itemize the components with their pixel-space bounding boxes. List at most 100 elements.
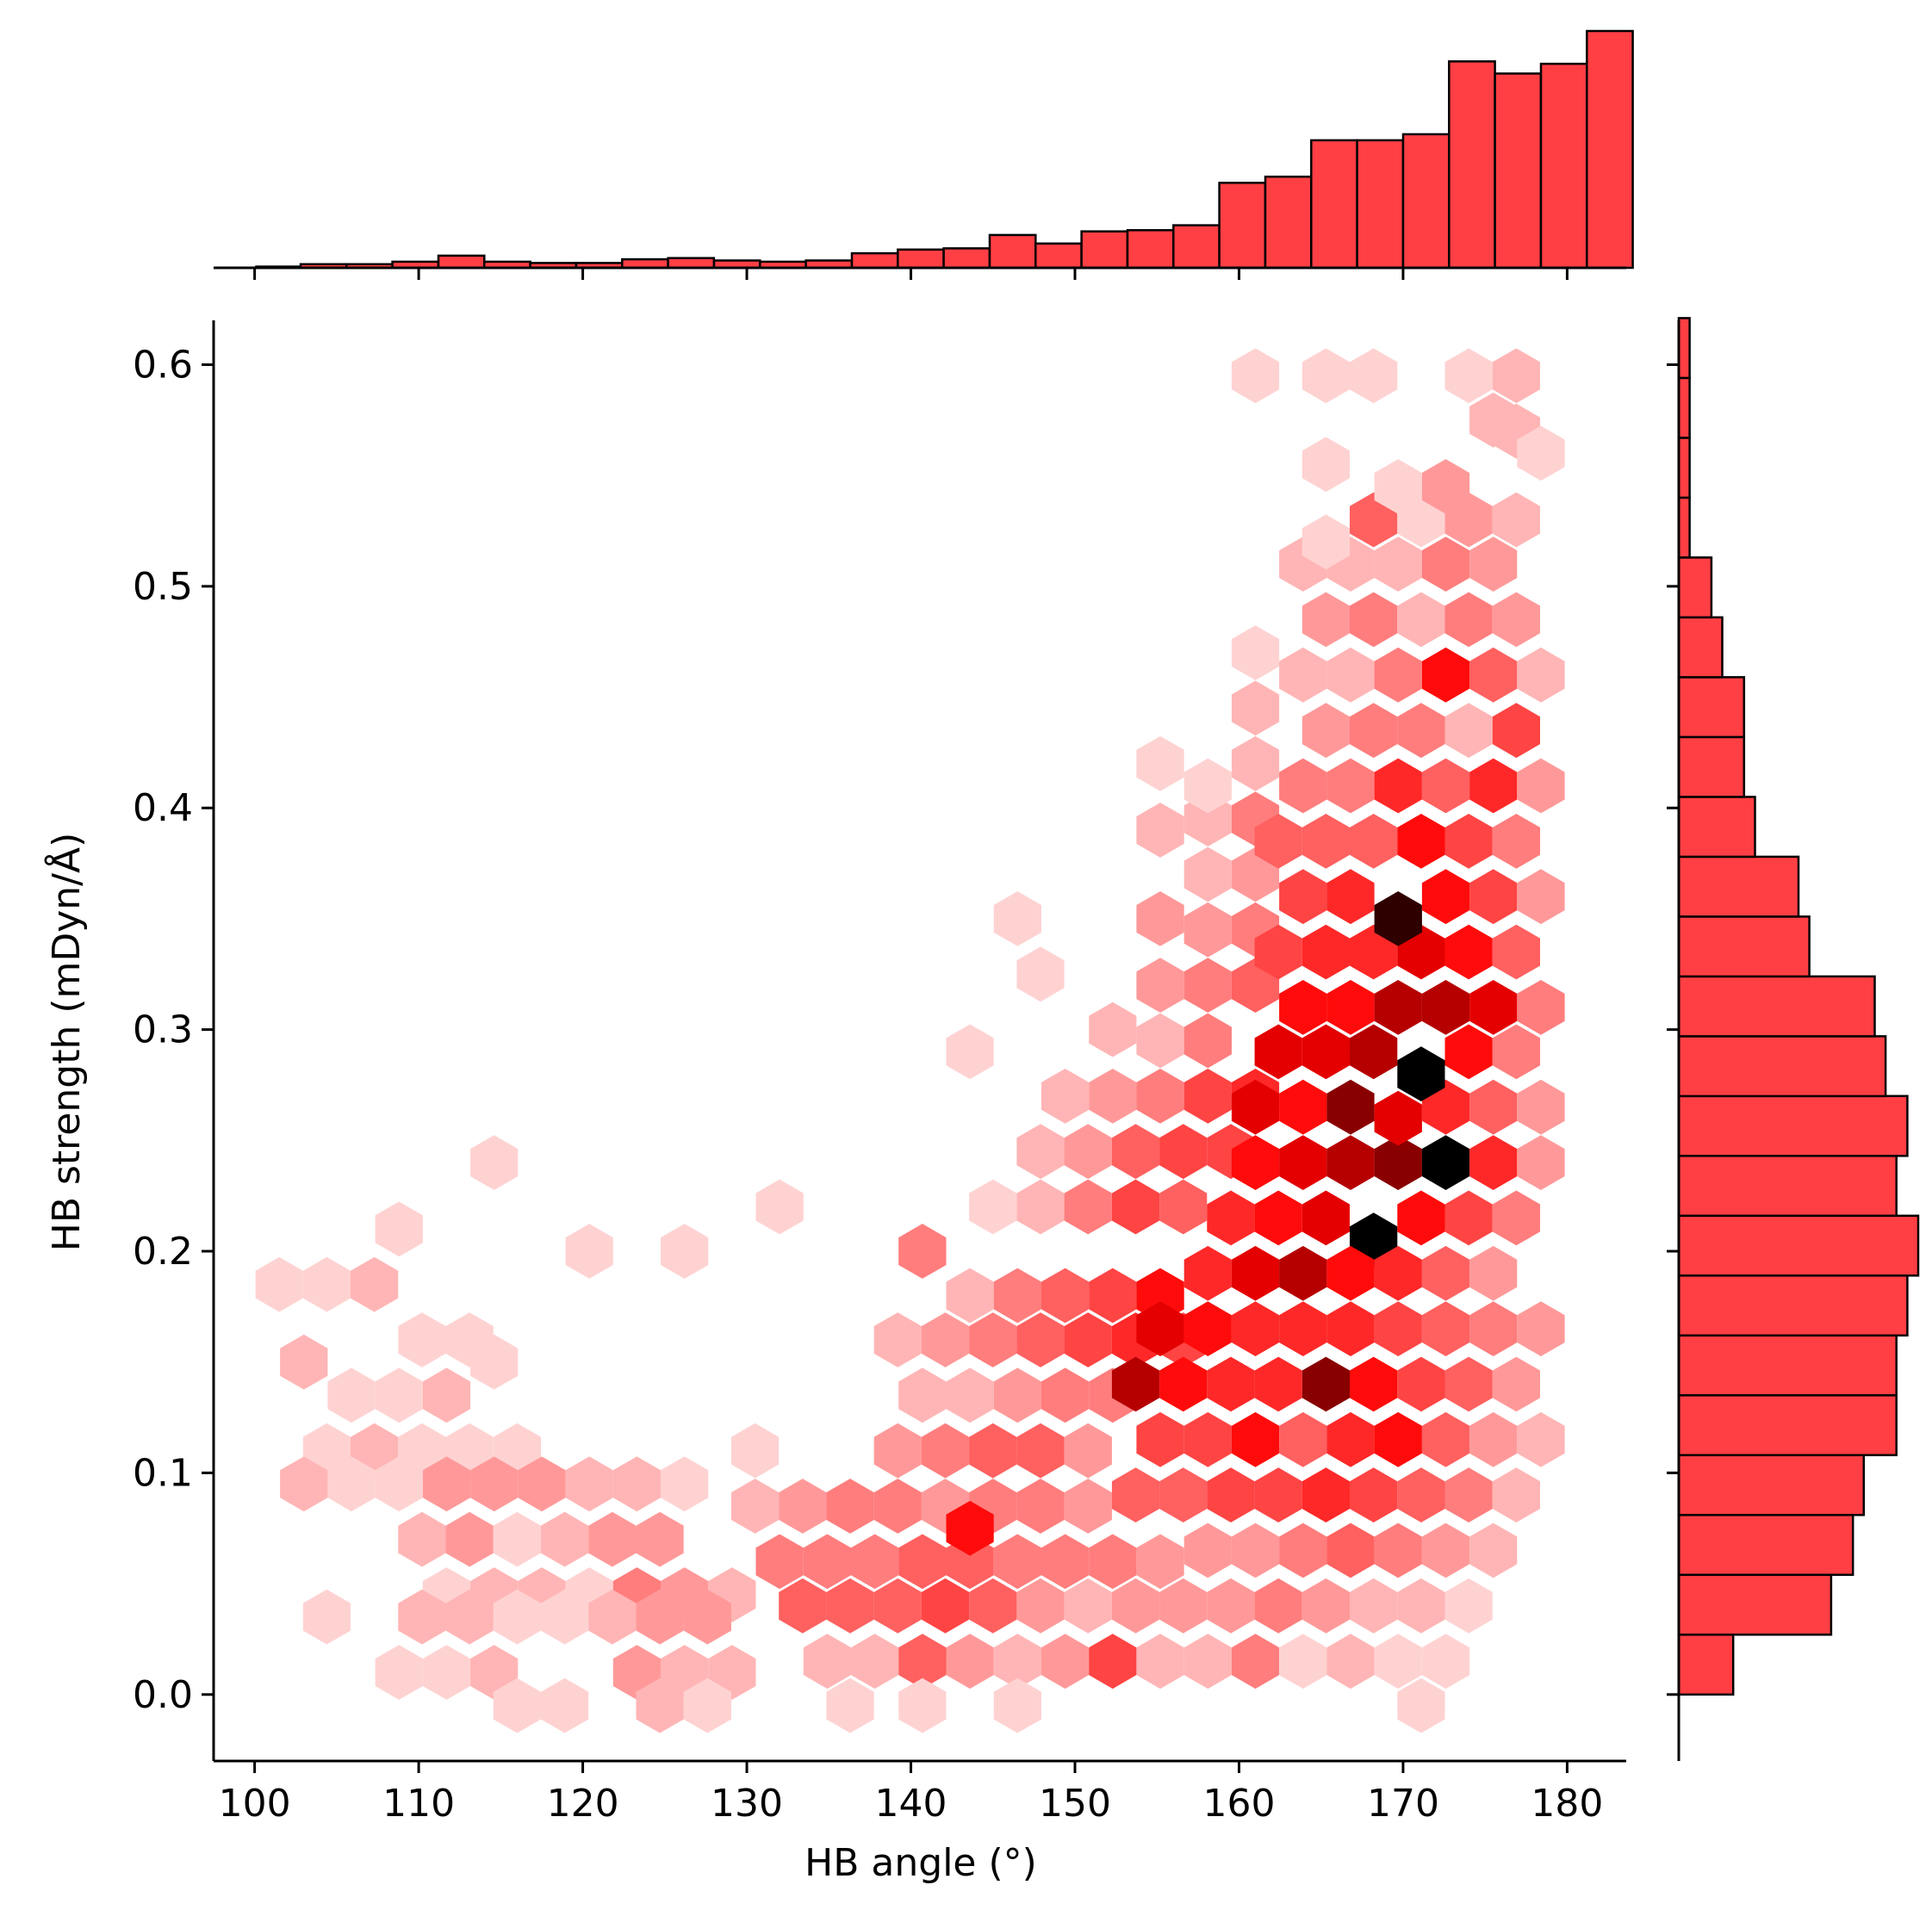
hexbin-cell bbox=[1397, 1046, 1445, 1101]
hexbin-cell bbox=[898, 1224, 947, 1279]
hexbin-cell bbox=[1279, 758, 1327, 814]
hexbin-cell bbox=[1469, 1522, 1518, 1578]
y-hist-bar bbox=[1677, 855, 1800, 918]
hexbin-cell bbox=[1421, 1135, 1470, 1190]
hexbin-cell bbox=[946, 1367, 994, 1423]
hexbin-cell bbox=[1469, 647, 1518, 703]
hexbin-cell bbox=[1326, 647, 1375, 703]
hexbin-cell bbox=[1183, 1013, 1232, 1069]
hexbin-cell bbox=[302, 1589, 351, 1645]
hexbin-cell bbox=[636, 1677, 684, 1733]
hexbin-cell bbox=[1136, 1301, 1184, 1356]
hexbin-cell bbox=[683, 1677, 731, 1733]
hexbin-cell bbox=[661, 1456, 709, 1512]
hexbin-cell bbox=[1159, 1578, 1208, 1634]
hexbin-cell bbox=[518, 1456, 566, 1512]
hexbin-cell bbox=[1231, 1079, 1280, 1135]
hexbin-cell bbox=[898, 1534, 947, 1590]
hexbin-cell bbox=[1421, 869, 1470, 925]
hexbin-cell bbox=[1421, 758, 1470, 814]
hexbin-cell bbox=[1159, 1356, 1208, 1412]
hexbin-cell bbox=[1326, 1079, 1375, 1135]
y-hist-bar bbox=[1677, 1334, 1898, 1397]
hexbin-cell bbox=[1159, 1179, 1208, 1235]
hexbin-cell bbox=[398, 1511, 446, 1567]
hexbin-cell bbox=[755, 1179, 804, 1235]
hexbin-cell bbox=[1279, 1634, 1327, 1690]
hexbin-cell bbox=[803, 1634, 851, 1690]
hexbin-cell bbox=[873, 1479, 922, 1534]
hexbin-cell bbox=[375, 1645, 423, 1700]
hexbin-cell bbox=[1326, 980, 1375, 1035]
hexbin-cell bbox=[1469, 980, 1518, 1035]
x-hist-bar bbox=[897, 248, 945, 270]
hexbin-cell bbox=[1301, 814, 1350, 869]
y-hist-bar bbox=[1677, 1394, 1898, 1457]
hexbin-cell bbox=[1326, 1245, 1375, 1301]
hexbin-cell bbox=[493, 1511, 541, 1567]
hexbin-cell bbox=[1111, 1578, 1160, 1634]
hexbin-cell bbox=[1183, 1634, 1232, 1690]
x-hist-bar bbox=[667, 257, 716, 270]
hexbin-cell bbox=[1301, 592, 1350, 648]
hexbin-cell bbox=[1444, 1190, 1493, 1246]
hexbin-cell bbox=[375, 1201, 423, 1257]
y-tick-label: 0.4 bbox=[133, 786, 193, 830]
x-hist-bar bbox=[437, 254, 486, 270]
hexbin-cell bbox=[993, 891, 1041, 946]
y-tick-label: 0.1 bbox=[133, 1451, 193, 1495]
y-tick-label: 0.6 bbox=[133, 343, 193, 387]
hexbin-cell bbox=[1444, 348, 1493, 404]
hexbin-cell bbox=[946, 1634, 994, 1690]
y-hist-bar bbox=[1677, 796, 1756, 859]
y-hist-bar bbox=[1677, 1454, 1866, 1516]
hexbin-cell bbox=[1111, 1179, 1160, 1235]
hexbin-cell bbox=[1231, 1135, 1280, 1190]
hexbin-cell bbox=[1016, 1312, 1065, 1367]
hexbin-cell bbox=[969, 1578, 1017, 1634]
x-hist-bar bbox=[1356, 139, 1405, 270]
hexbin-cell bbox=[422, 1645, 471, 1700]
hexbin-cell bbox=[946, 1268, 994, 1324]
x-axis-label: HB angle (°) bbox=[804, 1841, 1037, 1885]
hexbin-cell bbox=[1374, 459, 1422, 514]
hexbin-cell bbox=[398, 1589, 446, 1645]
hexbin-cell bbox=[1444, 1024, 1493, 1080]
y-hist-bar bbox=[1677, 676, 1746, 739]
hexbin-cell bbox=[1183, 1069, 1232, 1124]
hexbin-cell bbox=[1207, 1356, 1255, 1412]
hexbin-cell bbox=[1492, 1356, 1540, 1412]
hexbin-cell bbox=[969, 1423, 1017, 1479]
hexbin-cell bbox=[1517, 425, 1565, 481]
hexbin-cell bbox=[1517, 980, 1565, 1035]
hexbin-cell bbox=[1397, 703, 1445, 759]
hexbin-cell bbox=[470, 1334, 519, 1390]
hexbin-cell bbox=[422, 1367, 471, 1423]
hexbin-cell bbox=[1231, 735, 1280, 791]
hexbin-cell bbox=[1374, 647, 1422, 703]
hexbin-cell bbox=[1279, 1301, 1327, 1356]
hexbin-cell bbox=[1207, 1578, 1255, 1634]
hexbin-cell bbox=[1183, 1245, 1232, 1301]
hexbin-cell bbox=[1397, 1190, 1445, 1246]
hexbin-cell bbox=[1279, 1079, 1327, 1135]
hexbin-cell bbox=[1136, 1411, 1184, 1467]
hexbin-cell bbox=[1374, 891, 1422, 946]
hexbin-cell bbox=[1089, 1069, 1137, 1124]
x-hist-bar bbox=[1401, 133, 1451, 270]
hexbin-cell bbox=[541, 1677, 589, 1733]
hexbin-cell bbox=[969, 1312, 1017, 1367]
hexbin-cell bbox=[1279, 869, 1327, 925]
hexbin-cell bbox=[1469, 1135, 1518, 1190]
hexbin-cell bbox=[1041, 1534, 1090, 1590]
y-tick-label: 0.3 bbox=[133, 1008, 193, 1052]
hexbin-cell bbox=[1301, 514, 1350, 570]
hexbin-cell bbox=[1301, 1356, 1350, 1412]
y-hist-bar bbox=[1677, 496, 1691, 559]
hexbin-cell bbox=[1374, 1634, 1422, 1690]
x-tick-label: 110 bbox=[382, 1782, 455, 1826]
hexbin-cell bbox=[1301, 1467, 1350, 1522]
hexbin-cell bbox=[1136, 1069, 1184, 1124]
hexbin-cell bbox=[1016, 1124, 1065, 1180]
